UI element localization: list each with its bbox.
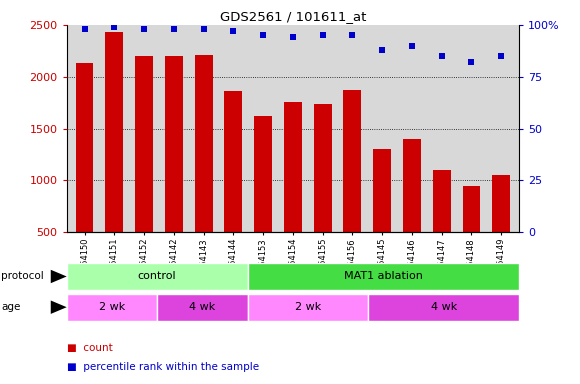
Text: 2 wk: 2 wk <box>99 302 125 312</box>
Bar <box>195 55 212 284</box>
Text: MAT1 ablation: MAT1 ablation <box>344 271 423 281</box>
Bar <box>75 63 93 284</box>
Bar <box>314 104 332 284</box>
Point <box>288 34 298 40</box>
Point <box>259 32 268 38</box>
Point <box>348 32 357 38</box>
Bar <box>106 32 123 284</box>
Bar <box>492 175 510 284</box>
Polygon shape <box>51 300 67 314</box>
Bar <box>135 56 153 284</box>
Bar <box>403 139 421 284</box>
Point <box>467 59 476 65</box>
Point <box>318 32 327 38</box>
Bar <box>463 186 480 284</box>
Point <box>110 24 119 30</box>
Point <box>378 47 387 53</box>
Point <box>407 43 416 49</box>
Point <box>139 26 148 32</box>
Bar <box>368 294 519 321</box>
Point <box>496 53 506 59</box>
Text: age: age <box>1 302 20 312</box>
Text: 4 wk: 4 wk <box>430 302 457 312</box>
Text: control: control <box>138 271 176 281</box>
Text: 2 wk: 2 wk <box>295 302 321 312</box>
Bar <box>157 294 248 321</box>
Bar <box>248 294 368 321</box>
Text: GDS2561 / 101611_at: GDS2561 / 101611_at <box>220 10 366 23</box>
Point <box>169 26 179 32</box>
Polygon shape <box>51 270 67 283</box>
Text: ■  percentile rank within the sample: ■ percentile rank within the sample <box>67 362 259 372</box>
Point <box>437 53 447 59</box>
Bar <box>248 263 519 290</box>
Bar <box>433 170 451 284</box>
Point <box>80 26 89 32</box>
Text: 4 wk: 4 wk <box>189 302 216 312</box>
Bar <box>254 116 272 284</box>
Bar <box>374 149 391 284</box>
Bar <box>224 91 242 284</box>
Bar <box>343 90 361 284</box>
Bar <box>284 102 302 284</box>
Point <box>229 28 238 34</box>
Bar <box>67 263 248 290</box>
Text: protocol: protocol <box>1 271 44 281</box>
Text: ■  count: ■ count <box>67 343 113 353</box>
Bar <box>67 294 157 321</box>
Point <box>199 26 208 32</box>
Bar <box>165 56 183 284</box>
